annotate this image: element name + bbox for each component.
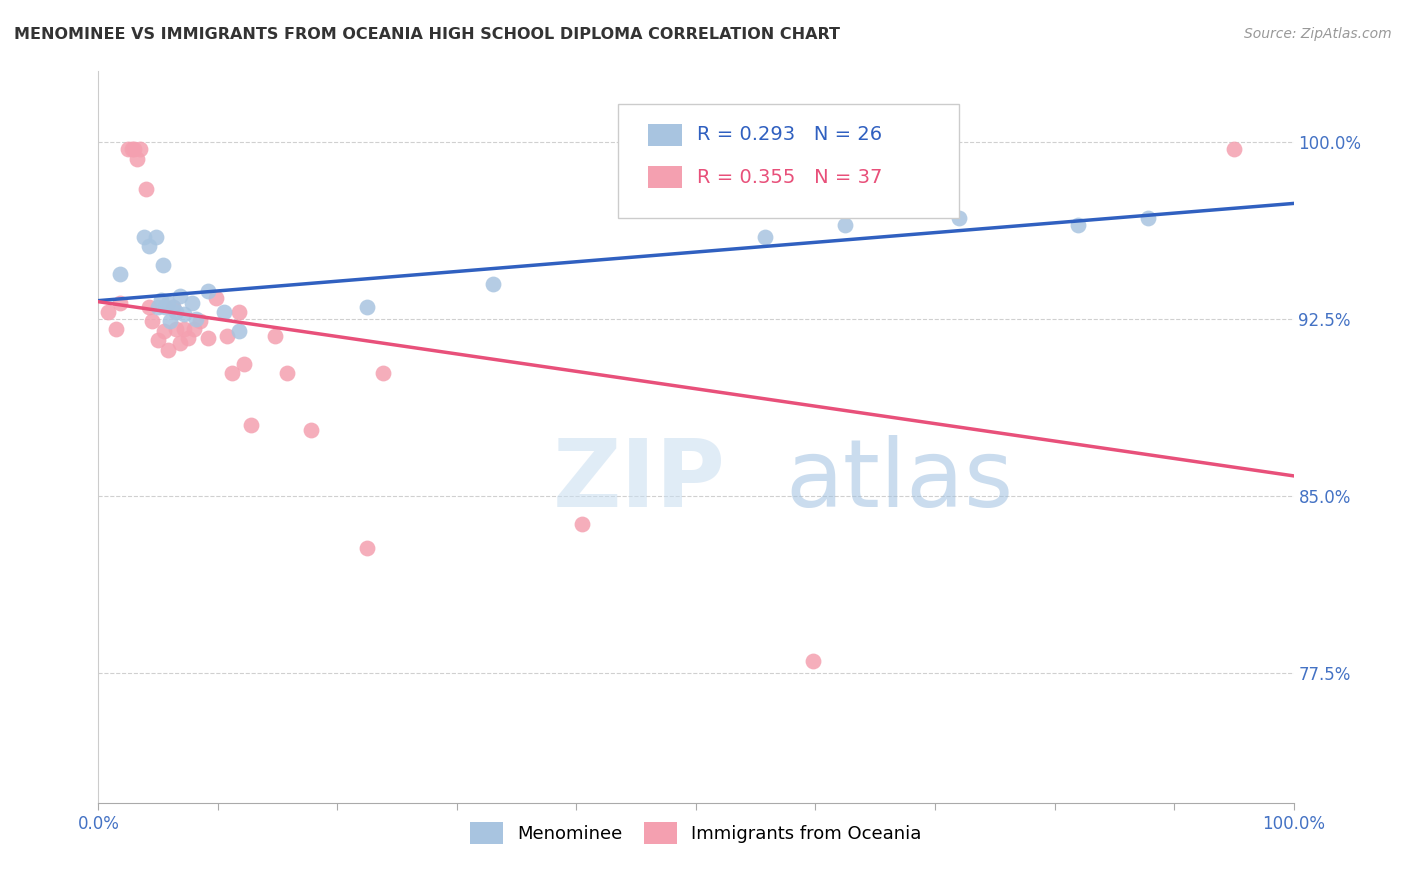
Point (212, 305, 235, 319)
Point (571, 517, 593, 532)
Point (173, 321, 195, 335)
Point (240, 418, 263, 433)
Point (481, 277, 505, 291)
Point (165, 321, 187, 335)
Point (155, 301, 177, 315)
Point (1136, 211, 1159, 225)
Text: ZIP: ZIP (553, 435, 725, 527)
Point (299, 423, 322, 437)
Point (217, 328, 239, 343)
Point (180, 295, 202, 310)
Point (121, 142, 143, 156)
Point (221, 367, 243, 381)
Point (108, 295, 131, 310)
Point (186, 312, 208, 326)
Text: MENOMINEE VS IMMIGRANTS FROM OCEANIA HIGH SCHOOL DIPLOMA CORRELATION CHART: MENOMINEE VS IMMIGRANTS FROM OCEANIA HIG… (14, 27, 839, 42)
Point (148, 301, 170, 315)
Point (177, 331, 200, 345)
Point (1067, 218, 1090, 232)
Point (132, 229, 155, 244)
Point (156, 343, 179, 357)
Point (371, 367, 394, 381)
Point (129, 142, 152, 156)
Point (188, 314, 211, 328)
Point (135, 182, 157, 196)
Point (1223, 142, 1246, 156)
Point (159, 314, 181, 328)
Text: Source: ZipAtlas.com: Source: ZipAtlas.com (1244, 27, 1392, 41)
Point (117, 142, 139, 156)
Point (197, 284, 219, 298)
Point (173, 307, 195, 321)
Text: atlas: atlas (786, 435, 1014, 527)
FancyBboxPatch shape (619, 104, 959, 218)
Point (165, 305, 187, 319)
Point (228, 324, 250, 338)
Point (356, 301, 378, 315)
Point (834, 218, 856, 232)
Point (162, 301, 184, 315)
Point (108, 267, 131, 281)
Point (156, 295, 179, 310)
Point (169, 335, 191, 350)
Text: R = 0.293   N = 26: R = 0.293 N = 26 (697, 126, 883, 145)
Point (197, 331, 219, 345)
Point (97, 305, 120, 319)
Point (125, 152, 148, 166)
FancyBboxPatch shape (648, 124, 682, 146)
Point (356, 541, 378, 555)
Point (138, 301, 160, 315)
Point (948, 211, 970, 225)
Point (149, 293, 172, 308)
Point (233, 357, 256, 371)
Point (124, 142, 146, 156)
Point (801, 654, 824, 668)
Point (153, 324, 176, 338)
Text: R = 0.355   N = 37: R = 0.355 N = 37 (697, 168, 883, 187)
FancyBboxPatch shape (648, 167, 682, 188)
Point (145, 229, 167, 244)
Point (138, 239, 160, 253)
Point (148, 334, 170, 348)
Point (105, 321, 128, 335)
Point (162, 301, 184, 315)
Point (276, 367, 298, 381)
Point (183, 321, 205, 335)
Legend: Menominee, Immigrants from Oceania: Menominee, Immigrants from Oceania (463, 814, 929, 851)
Point (152, 258, 174, 272)
Point (204, 291, 226, 305)
Point (169, 288, 191, 302)
Point (141, 314, 163, 328)
Point (228, 305, 250, 319)
Point (754, 229, 776, 244)
Point (264, 328, 287, 343)
